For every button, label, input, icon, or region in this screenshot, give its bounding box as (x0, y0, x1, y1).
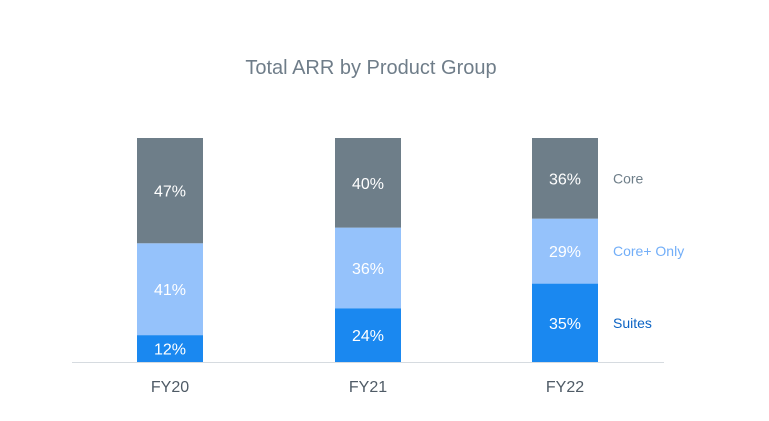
chart-title: Total ARR by Product Group (245, 57, 497, 79)
legend-item: Core (613, 170, 644, 186)
legend-item: Suites (613, 315, 652, 331)
bar-segment (532, 138, 598, 219)
legend-item: Core+ Only (613, 243, 684, 259)
data-label: 24% (352, 328, 384, 345)
bar-segment (335, 138, 401, 228)
x-tick-label: FY21 (349, 379, 387, 396)
bar-segment (335, 308, 401, 362)
bar-segment (137, 138, 203, 244)
data-label: 35% (549, 316, 581, 333)
data-label: 41% (154, 282, 186, 299)
x-tick-label: FY22 (546, 379, 584, 396)
data-label: 40% (352, 176, 384, 193)
bar-segment (532, 283, 598, 362)
bar-segment (137, 335, 203, 362)
bar-segment (137, 243, 203, 336)
data-label: 29% (549, 244, 581, 261)
data-label: 36% (549, 171, 581, 188)
x-tick-label: FY20 (151, 379, 189, 396)
bar-segment (335, 227, 401, 309)
bar-segment (532, 218, 598, 284)
data-label: 36% (352, 261, 384, 278)
data-label: 47% (154, 184, 186, 201)
data-label: 12% (154, 342, 186, 359)
